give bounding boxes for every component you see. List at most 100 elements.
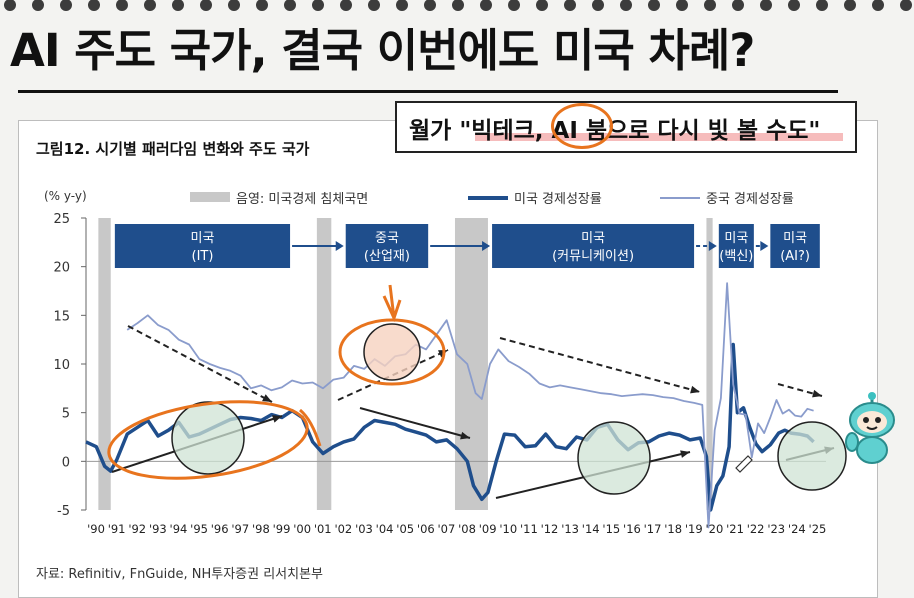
series-line-china xyxy=(126,282,814,529)
border-dot xyxy=(144,0,156,11)
recession-band xyxy=(316,218,332,510)
x-tick-label: '09 xyxy=(479,522,497,536)
x-tick-label: '00 xyxy=(293,522,311,536)
trend-arrow-us-2010s-head xyxy=(680,450,690,458)
headline-divider xyxy=(18,90,838,93)
border-dot xyxy=(284,0,296,11)
trend-arrow-china-2010s-head xyxy=(690,385,700,394)
border-dot xyxy=(88,0,100,11)
border-dot xyxy=(32,0,44,11)
x-tick-label: '05 xyxy=(396,522,414,536)
x-tick-label: '97 xyxy=(231,522,249,536)
border-dot xyxy=(620,0,632,11)
border-dot xyxy=(872,0,884,11)
border-dot xyxy=(648,0,660,11)
border-dot xyxy=(116,0,128,11)
phase-theme: (산업재) xyxy=(364,249,410,264)
x-tick-label: '91 xyxy=(108,522,126,536)
x-tick-label: '96 xyxy=(211,522,229,536)
border-dot xyxy=(424,0,436,11)
phase-box xyxy=(718,224,754,268)
border-dot xyxy=(564,0,576,11)
overlay-highlight xyxy=(475,133,843,141)
x-tick-label: '06 xyxy=(417,522,435,536)
phase-box xyxy=(492,224,695,268)
x-tick-label: '18 xyxy=(664,522,682,536)
phase-theme: (IT) xyxy=(192,249,214,264)
phase-box xyxy=(345,224,429,268)
x-tick-label: '16 xyxy=(623,522,641,536)
phase-country: 미국 xyxy=(783,231,807,246)
orange-annotation-check xyxy=(382,284,402,323)
x-tick-label: '07 xyxy=(438,522,456,536)
border-dot xyxy=(704,0,716,11)
chart-title: 그림12. 시기별 패러다임 변화와 주도 국가 xyxy=(36,140,310,158)
legend-label: 음영: 미국경제 침체국면 xyxy=(236,192,368,207)
x-tick-label: '17 xyxy=(644,522,662,536)
source-note: 자료: Refinitiv, FnGuide, NH투자증권 리서치본부 xyxy=(36,567,324,582)
x-tick-label: '99 xyxy=(273,522,291,536)
y-axis-unit-label: (% y-y) xyxy=(44,189,87,203)
border-dot xyxy=(312,0,324,11)
y-tick-label: -5 xyxy=(57,504,70,519)
phase-arrowhead xyxy=(482,241,491,251)
phase-theme: (AI?) xyxy=(780,249,810,264)
border-dot xyxy=(480,0,492,11)
orange-annotation-ellipse-china xyxy=(338,318,446,386)
y-tick-label: 5 xyxy=(62,407,70,422)
border-dot xyxy=(844,0,856,11)
phase-arrowhead xyxy=(708,241,717,251)
border-dot xyxy=(172,0,184,11)
phase-country: 미국 xyxy=(581,231,605,246)
highlight-circle xyxy=(777,421,847,491)
border-dot xyxy=(60,0,72,11)
x-tick-label: '24 xyxy=(788,522,806,536)
border-dot xyxy=(816,0,828,11)
x-tick-label: '10 xyxy=(499,522,517,536)
headline: AI 주도 국가, 결국 이번에도 미국 차례? xyxy=(10,24,755,77)
overlay-text: 월가 "빅테크, AI 붐으로 다시 빛 볼 수도" xyxy=(409,118,821,144)
border-dot xyxy=(788,0,800,11)
border-dot xyxy=(200,0,212,11)
x-tick-label: '03 xyxy=(355,522,373,536)
overlay-circle-mark xyxy=(551,103,613,149)
trend-arrow-us-2000s xyxy=(359,407,471,439)
x-tick-label: '12 xyxy=(541,522,559,536)
border-dot xyxy=(508,0,520,11)
border-dot xyxy=(676,0,688,11)
x-tick-label: '04 xyxy=(376,522,394,536)
legend-label: 중국 경제성장률 xyxy=(706,192,794,207)
trend-arrow-china-2010s xyxy=(499,337,701,393)
x-tick-label: '21 xyxy=(726,522,744,536)
phase-country: 미국 xyxy=(724,231,748,246)
phase-arrowhead xyxy=(760,241,769,251)
x-tick-label: '22 xyxy=(747,522,765,536)
x-tick-label: '23 xyxy=(767,522,785,536)
trend-arrow-china-2020s xyxy=(777,383,823,397)
x-tick-label: '92 xyxy=(128,522,146,536)
trend-arrow-china-2020s-head xyxy=(812,389,822,398)
border-dot xyxy=(760,0,772,11)
robot-mascot-icon xyxy=(845,392,895,464)
recession-band xyxy=(98,218,111,510)
border-dot xyxy=(592,0,604,11)
phase-country: 중국 xyxy=(375,231,399,246)
orange-annotation-ellipse xyxy=(107,400,309,480)
highlight-circle-china xyxy=(363,323,421,381)
y-tick-label: 25 xyxy=(53,212,70,227)
news-overlay-banner: 월가 "빅테크, AI 붐으로 다시 빛 볼 수도" xyxy=(395,101,857,153)
border-dot xyxy=(4,0,16,11)
phase-country: 미국 xyxy=(191,231,215,246)
x-tick-label: '14 xyxy=(582,522,600,536)
x-tick-label: '02 xyxy=(334,522,352,536)
recession-band xyxy=(454,218,488,510)
legend-label: 미국 경제성장률 xyxy=(514,192,602,207)
x-tick-label: '11 xyxy=(520,522,538,536)
x-tick-label: '98 xyxy=(252,522,270,536)
x-tick-label: '01 xyxy=(314,522,332,536)
phase-box xyxy=(770,224,820,268)
border-dot xyxy=(900,0,912,11)
phase-arrowhead xyxy=(335,241,344,251)
trend-arrow-china-90s-head xyxy=(262,394,272,402)
